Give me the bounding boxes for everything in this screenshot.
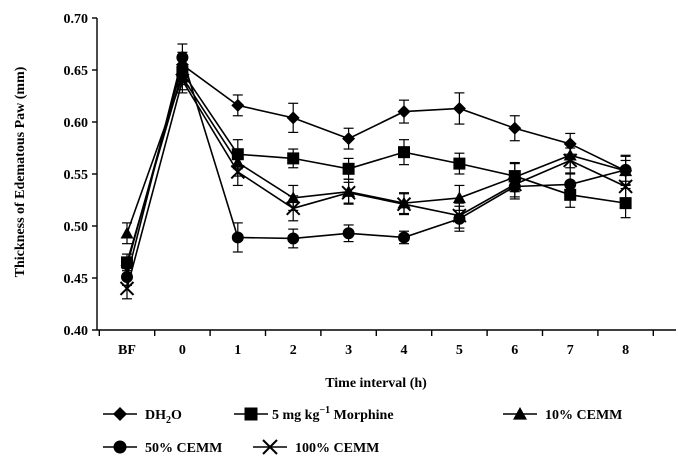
- marker-triangle: [452, 191, 466, 204]
- marker-triangle: [513, 407, 527, 420]
- marker-square: [244, 407, 258, 421]
- legend-item-0: DH2O: [103, 407, 182, 426]
- marker-x: [119, 281, 135, 296]
- legend: DH2O 5 mg kg−1 Morphine 10% CEMM 50% CEMM 10…: [103, 405, 622, 456]
- legend-item-4: 100% CEMM: [253, 439, 379, 456]
- series-line: [126, 54, 626, 278]
- marker-x: [396, 196, 412, 212]
- marker-square: [287, 152, 300, 165]
- marker-x-stroke: [230, 164, 246, 180]
- legend-label: 100% CEMM: [295, 441, 379, 456]
- marker-square: [398, 146, 410, 159]
- marker-circle: [287, 232, 300, 245]
- marker-x: [341, 185, 356, 200]
- series-layer: [119, 43, 633, 300]
- legend-label: 50% CEMM: [145, 441, 222, 456]
- marker-x-stroke: [341, 185, 356, 200]
- marker-circle: [176, 51, 189, 64]
- series-3: [121, 43, 632, 286]
- marker-x: [175, 73, 190, 88]
- legend-item-3: 50% CEMM: [103, 440, 222, 456]
- marker-square: [342, 162, 355, 175]
- y-tick-label: 0.70: [64, 12, 89, 27]
- series-line: [126, 78, 626, 289]
- marker-x-stroke: [562, 153, 578, 168]
- marker-x: [618, 179, 633, 194]
- x-axis-title: Time interval (h): [325, 376, 427, 391]
- x-tick-label: 3: [345, 343, 352, 358]
- marker-square: [619, 197, 632, 210]
- series-line: [126, 70, 626, 263]
- marker-diamond: [397, 105, 411, 119]
- marker-x-stroke: [507, 177, 523, 192]
- legend-item-2: 10% CEMM: [503, 407, 622, 423]
- legend-item-1: 5 mg kg−1 Morphine: [234, 405, 394, 423]
- marker-x-stroke: [119, 281, 135, 296]
- series-1: [121, 58, 632, 272]
- series-line: [126, 63, 626, 266]
- x-tick-label: 7: [567, 343, 574, 358]
- x-tick-label: 8: [622, 343, 629, 358]
- series-line: [126, 75, 626, 234]
- marker-x: [285, 201, 301, 216]
- marker-x-stroke: [618, 179, 633, 194]
- marker-circle: [342, 227, 355, 240]
- marker-x-stroke: [285, 201, 301, 216]
- legend-label: 10% CEMM: [545, 408, 622, 423]
- marker-diamond: [508, 121, 522, 135]
- marker-circle: [619, 163, 632, 176]
- marker-x-stroke: [452, 208, 467, 223]
- x-tick-label: BF: [118, 343, 136, 358]
- marker-x: [262, 439, 278, 455]
- x-tick-label: 4: [401, 343, 408, 358]
- series-0: [120, 51, 633, 275]
- series-4: [119, 67, 633, 300]
- axes: 0.40 0.45 0.50 0.55 0.60 0.65 0.70 BF 0 1 2 3 4 5 6 7 8: [64, 12, 676, 358]
- marker-diamond: [342, 132, 356, 146]
- marker-circle: [231, 231, 244, 244]
- y-tick-label: 0.65: [64, 64, 89, 79]
- y-axis-title: Thickness of Edematous Paw (mm): [13, 66, 28, 277]
- marker-square: [453, 157, 466, 170]
- y-tick-label: 0.60: [64, 116, 89, 131]
- marker-circle: [398, 231, 410, 244]
- marker-x: [230, 164, 246, 180]
- x-tick-label: 1: [234, 343, 241, 358]
- x-tick-label: 5: [456, 343, 463, 358]
- legend-label: DH2O: [145, 408, 182, 426]
- marker-x: [507, 177, 523, 192]
- legend-label: 5 mg kg−1 Morphine: [272, 405, 394, 423]
- x-tick-label: 2: [290, 343, 297, 358]
- y-tick-label: 0.40: [64, 324, 89, 339]
- marker-x-stroke: [396, 196, 412, 212]
- marker-diamond: [231, 98, 245, 112]
- series-2: [120, 64, 633, 245]
- y-tick-label: 0.45: [64, 272, 89, 287]
- marker-x-stroke: [175, 73, 190, 88]
- x-tick-label: 6: [511, 343, 518, 358]
- y-tick-label: 0.50: [64, 220, 89, 235]
- y-tick-label: 0.55: [64, 168, 89, 183]
- marker-triangle: [120, 226, 134, 239]
- marker-diamond: [452, 101, 466, 115]
- marker-x-stroke: [262, 439, 278, 455]
- marker-x: [452, 208, 467, 223]
- marker-circle: [113, 440, 127, 454]
- marker-x: [562, 153, 578, 168]
- marker-diamond: [286, 111, 300, 125]
- marker-diamond: [113, 407, 127, 421]
- marker-circle: [564, 178, 577, 191]
- x-tick-label: 0: [179, 343, 186, 358]
